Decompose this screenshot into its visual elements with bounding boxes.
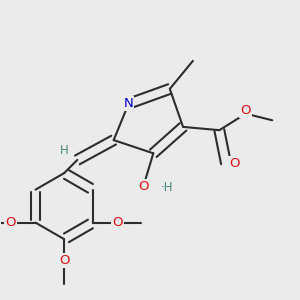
Text: O: O (112, 216, 123, 229)
Text: N: N (124, 97, 134, 110)
Text: ·H: ·H (160, 182, 173, 194)
Text: O: O (229, 157, 239, 170)
Text: O: O (5, 216, 16, 229)
Text: O: O (138, 180, 148, 193)
Text: O: O (241, 104, 251, 117)
Text: O: O (59, 254, 69, 267)
Text: H: H (60, 144, 68, 157)
